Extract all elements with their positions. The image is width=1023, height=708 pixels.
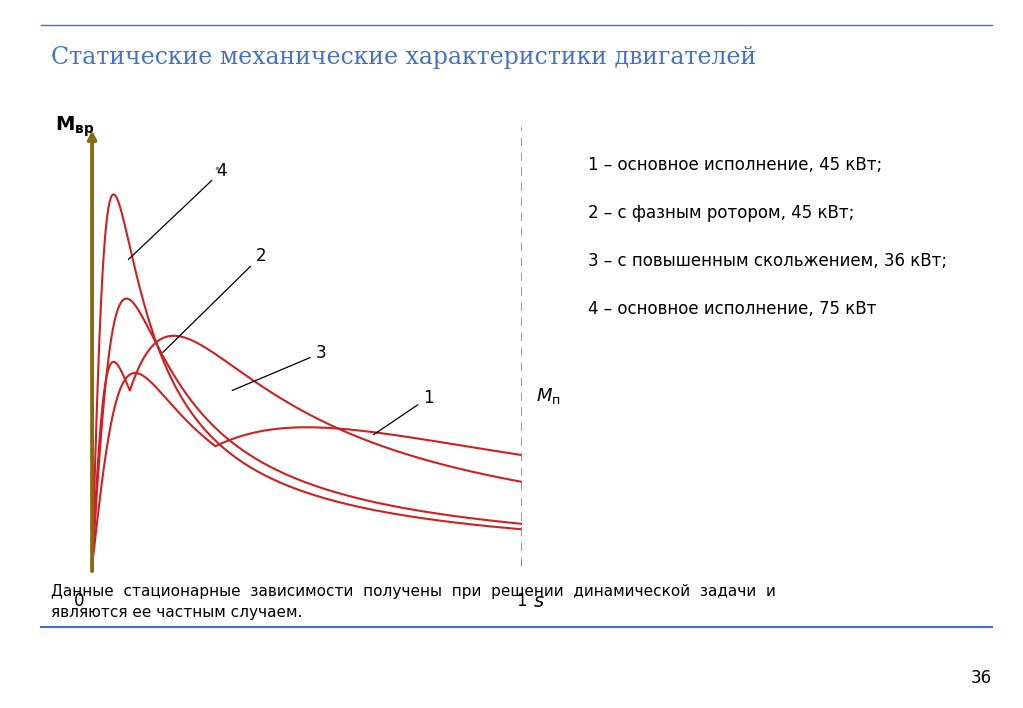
- Text: 36: 36: [971, 669, 992, 687]
- Text: 0: 0: [74, 593, 85, 610]
- Text: 4 – основное исполнение, 75 кВт: 4 – основное исполнение, 75 кВт: [588, 300, 877, 318]
- Text: $\mathbf{M}_{\mathbf{вр}}$: $\mathbf{M}_{\mathbf{вр}}$: [55, 114, 94, 139]
- Text: 3 – с повышенным скольжением, 36 кВт;: 3 – с повышенным скольжением, 36 кВт;: [588, 252, 947, 270]
- Text: $s$: $s$: [533, 593, 545, 612]
- Text: 1 – основное исполнение, 45 кВт;: 1 – основное исполнение, 45 кВт;: [588, 156, 883, 173]
- Text: Данные  стационарные  зависимости  получены  при  решении  динамической  задачи : Данные стационарные зависимости получены…: [51, 584, 776, 620]
- Text: $M_{\rm п}$: $M_{\rm п}$: [536, 387, 561, 406]
- Text: 2: 2: [163, 247, 266, 353]
- Text: 1: 1: [373, 389, 434, 435]
- Text: Статические механические характеристики двигателей: Статические механические характеристики …: [51, 46, 756, 69]
- Text: 1: 1: [517, 593, 527, 610]
- Text: 2 – с фазным ротором, 45 кВт;: 2 – с фазным ротором, 45 кВт;: [588, 204, 854, 222]
- Text: 4: 4: [129, 162, 227, 259]
- Text: 3: 3: [232, 344, 326, 391]
